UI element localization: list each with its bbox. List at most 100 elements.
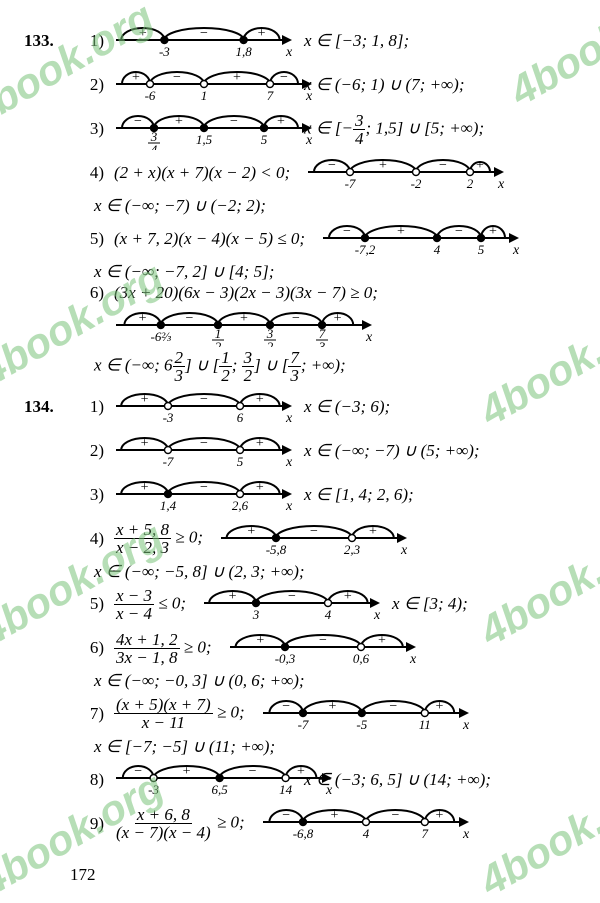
svg-text:+: + <box>258 26 266 41</box>
page-content: 133.1)x+−+-31,8x ∈ [−3; 1, 8];2)x+−+−-61… <box>0 0 600 866</box>
svg-text:+: + <box>435 699 443 714</box>
subitem-number: 9) <box>80 814 104 834</box>
svg-text:+: + <box>379 158 387 173</box>
answer-text: x ∈ (−∞; −0, 3] ∪ (0, 6; +∞); <box>94 671 305 691</box>
number-line: x+−+1,42,6 <box>114 474 294 516</box>
svg-text:+: + <box>233 70 241 85</box>
number-line: x+−+−-617 <box>114 64 314 106</box>
subitem-number: 1) <box>80 397 104 417</box>
svg-text:11: 11 <box>418 717 430 732</box>
answer-text: x ∈ [3; 4); <box>392 594 468 614</box>
number-line: x+−+-5,82,3 <box>219 518 409 560</box>
number-line: x−+−+341,55 <box>114 108 314 150</box>
svg-text:+: + <box>489 224 497 239</box>
svg-text:5: 5 <box>237 454 244 469</box>
svg-text:4: 4 <box>151 142 158 150</box>
svg-text:−: − <box>134 114 142 129</box>
svg-text:-3: -3 <box>159 44 170 59</box>
expression: (2 + x)(x + 7)(x − 2) < 0; <box>114 163 290 183</box>
svg-text:−: − <box>389 699 397 714</box>
subitem-number: 2) <box>80 75 104 95</box>
svg-text:x: x <box>462 718 470 733</box>
svg-text:+: + <box>256 633 264 648</box>
svg-text:+: + <box>229 589 237 604</box>
svg-text:x: x <box>512 243 520 258</box>
svg-text:+: + <box>141 392 149 407</box>
svg-text:2,6: 2,6 <box>232 498 249 513</box>
problem-number: 134. <box>24 397 70 417</box>
svg-text:-2: -2 <box>411 176 422 191</box>
problem-number: 133. <box>24 31 70 51</box>
svg-text:5: 5 <box>478 242 485 257</box>
svg-text:x: x <box>285 411 293 426</box>
svg-text:−: − <box>282 699 290 714</box>
svg-text:4: 4 <box>325 607 332 622</box>
svg-text:−: − <box>310 524 318 539</box>
answer-text: x ∈ (−∞; −7) ∪ (5; +∞); <box>304 441 480 461</box>
svg-text:7: 7 <box>267 88 274 103</box>
svg-text:x: x <box>373 608 381 623</box>
svg-text:1,8: 1,8 <box>235 44 252 59</box>
expression: x + 5, 8x − 2, 3 ≥ 0; <box>114 521 203 556</box>
svg-text:+: + <box>139 311 147 326</box>
svg-text:+: + <box>369 524 377 539</box>
svg-text:1: 1 <box>201 88 208 103</box>
subitem-number: 4) <box>80 163 104 183</box>
svg-text:+: + <box>334 311 342 326</box>
svg-text:+: + <box>240 311 248 326</box>
svg-text:+: + <box>256 436 264 451</box>
expression: (x + 5)(x + 7)x − 11 ≥ 0; <box>114 696 245 731</box>
svg-text:−: − <box>292 311 300 326</box>
svg-text:-5: -5 <box>356 717 367 732</box>
svg-text:3: 3 <box>252 607 260 622</box>
svg-text:4: 4 <box>362 826 369 841</box>
svg-text:-6,8: -6,8 <box>292 826 313 841</box>
svg-text:−: − <box>249 764 257 779</box>
svg-text:+: + <box>183 764 191 779</box>
svg-text:+: + <box>344 589 352 604</box>
number-line: x+−+-75 <box>114 430 294 472</box>
number-line: x+−+-36 <box>114 386 294 428</box>
subitem-number: 4) <box>80 529 104 549</box>
svg-text:-6: -6 <box>145 88 156 103</box>
svg-text:0,6: 0,6 <box>352 651 369 666</box>
svg-text:6: 6 <box>237 410 244 425</box>
svg-text:-5,8: -5,8 <box>266 542 287 557</box>
svg-text:−: − <box>282 808 290 823</box>
subitem-number: 6) <box>80 283 104 303</box>
svg-text:7: 7 <box>421 826 428 841</box>
svg-text:-7: -7 <box>345 176 356 191</box>
subitem-number: 5) <box>80 229 104 249</box>
svg-text:−: − <box>319 633 327 648</box>
svg-text:3: 3 <box>318 339 326 347</box>
svg-text:x: x <box>497 177 505 192</box>
svg-text:−: − <box>455 224 463 239</box>
svg-text:+: + <box>141 480 149 495</box>
answer-text: x ∈ (−3; 6, 5] ∪ (14; +∞); <box>304 770 491 790</box>
svg-text:−: − <box>280 70 288 85</box>
svg-text:+: + <box>175 114 183 129</box>
svg-text:+: + <box>132 70 140 85</box>
svg-text:+: + <box>397 224 405 239</box>
svg-text:−: − <box>343 224 351 239</box>
svg-text:+: + <box>328 699 336 714</box>
svg-text:x: x <box>285 45 293 60</box>
svg-text:+: + <box>277 114 285 129</box>
svg-text:4: 4 <box>434 242 441 257</box>
svg-text:-7: -7 <box>297 717 308 732</box>
svg-text:x: x <box>285 499 293 514</box>
subitem-number: 3) <box>80 119 104 139</box>
svg-text:x: x <box>365 330 373 345</box>
svg-text:−: − <box>173 70 181 85</box>
svg-text:+: + <box>141 436 149 451</box>
svg-text:−: − <box>230 114 238 129</box>
svg-text:+: + <box>139 26 147 41</box>
svg-text:-3: -3 <box>163 410 174 425</box>
number-line: x − + − + -7 -5 11 <box>261 693 471 735</box>
svg-text:x: x <box>409 652 417 667</box>
answer-text: x ∈ (−∞; −7, 2] ∪ [4; 5]; <box>94 262 274 282</box>
svg-text:-7: -7 <box>163 454 174 469</box>
expression: x − 3x − 4 ≤ 0; <box>114 587 186 622</box>
answer-text: x ∈ (−∞; 623] ∪ [12; 32] ∪ [73; +∞); <box>94 349 346 384</box>
svg-text:-3: -3 <box>148 782 159 797</box>
